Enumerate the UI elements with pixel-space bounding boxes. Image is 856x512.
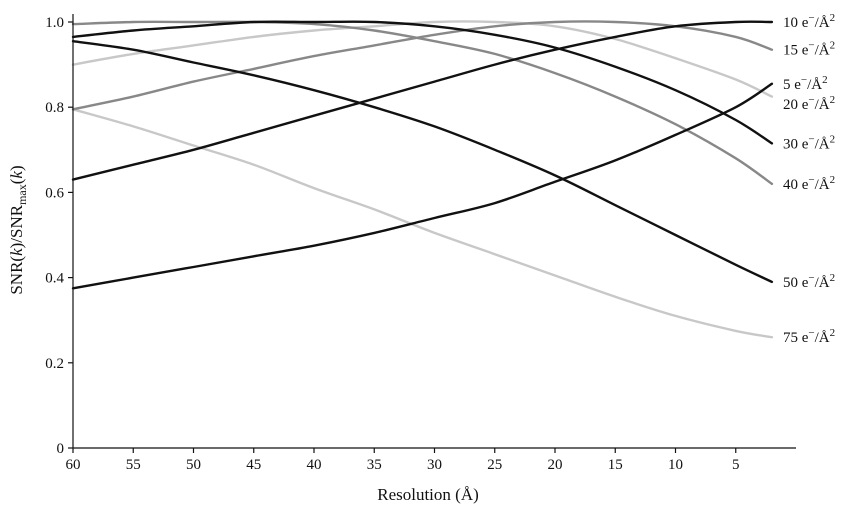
series-label-superscript: − xyxy=(808,40,814,52)
series-label-superscript: 2 xyxy=(830,94,836,106)
series-label-unit: /Å xyxy=(815,15,830,31)
y-axis-title-part: )/SNR xyxy=(7,204,26,248)
series-label-superscript: 2 xyxy=(830,40,836,52)
x-tick-label: 45 xyxy=(246,457,261,473)
series-label-superscript: 2 xyxy=(830,133,836,145)
series-label: 20 e−/Å2 xyxy=(783,94,835,113)
series-label-unit: /Å xyxy=(807,77,822,93)
y-tick-label: 0.2 xyxy=(45,356,64,372)
series-label: 5 e−/Å2 xyxy=(783,74,828,93)
x-tick-label: 40 xyxy=(307,457,322,473)
series-label-superscript: 2 xyxy=(830,272,836,284)
y-tick-label: 0.4 xyxy=(45,271,64,287)
y-axis-title-part: ( xyxy=(7,178,26,184)
series-line xyxy=(71,20,774,181)
series-label-value: 5 e xyxy=(783,77,801,93)
x-tick-label: 20 xyxy=(548,457,563,473)
series-label-superscript: − xyxy=(808,272,814,284)
series-label-value: 15 e xyxy=(783,43,809,59)
series-label-superscript: − xyxy=(808,327,814,339)
series-label-value: 50 e xyxy=(783,275,809,291)
series-label: 75 e−/Å2 xyxy=(783,327,835,346)
series-label-superscript: − xyxy=(808,12,814,24)
series-label-unit: /Å xyxy=(815,43,830,59)
series-line xyxy=(71,20,774,111)
y-axis-title-subscript: max xyxy=(15,184,29,205)
y-tick-label: 0 xyxy=(57,441,65,457)
series-lines xyxy=(71,20,774,339)
series-line xyxy=(71,108,774,339)
x-tick-label: 15 xyxy=(608,457,623,473)
series-label-superscript: 2 xyxy=(830,327,836,339)
x-tick-label: 35 xyxy=(367,457,382,473)
x-tick-label: 60 xyxy=(66,457,81,473)
y-tick-label: 0.6 xyxy=(45,185,64,201)
y-axis-title: SNR(k)/SNRmax(k) xyxy=(7,165,29,294)
y-tick-label: 0.8 xyxy=(45,100,64,116)
series-label: 10 e−/Å2 xyxy=(783,12,835,31)
series-label-superscript: − xyxy=(808,133,814,145)
series-label-value: 30 e xyxy=(783,136,809,152)
series-label-superscript: − xyxy=(808,174,814,186)
series-label-superscript: 2 xyxy=(830,12,836,24)
series-label-superscript: 2 xyxy=(830,174,836,186)
series-label-value: 75 e xyxy=(783,330,809,346)
series-label-unit: /Å xyxy=(815,330,830,346)
series-label-value: 40 e xyxy=(783,177,809,193)
series-label-unit: /Å xyxy=(815,136,830,152)
x-tick-label: 30 xyxy=(427,457,442,473)
series-label-superscript: − xyxy=(801,74,807,86)
x-axis-title: Resolution (Å) xyxy=(377,485,479,504)
series-label-value: 10 e xyxy=(783,15,809,31)
series-label: 40 e−/Å2 xyxy=(783,174,835,193)
x-tick-label: 50 xyxy=(186,457,201,473)
x-tick-label: 5 xyxy=(732,457,740,473)
y-axis-title-part: ) xyxy=(7,165,26,171)
x-tick-label: 10 xyxy=(668,457,683,473)
y-axis-title-italic-k: k xyxy=(7,248,26,256)
y-axis-title-part: SNR( xyxy=(7,256,26,295)
y-tick-label: 1.0 xyxy=(45,15,64,31)
series-label: 15 e−/Å2 xyxy=(783,40,835,59)
series-label: 30 e−/Å2 xyxy=(783,133,835,152)
series-line xyxy=(71,20,774,186)
series-label-superscript: − xyxy=(808,94,814,106)
series-line xyxy=(71,20,774,98)
series-label-value: 20 e xyxy=(783,97,809,113)
tick-marks: 60 55 50 45 40 35 30 25 20 15 10 500.20.40.60.81.0 xyxy=(45,15,739,473)
series-line xyxy=(71,82,774,290)
series-label-unit: /Å xyxy=(815,275,830,291)
series-line xyxy=(71,40,774,284)
axes xyxy=(72,14,796,449)
series-label-unit: /Å xyxy=(815,177,830,193)
series-label-unit: /Å xyxy=(815,97,830,113)
x-tick-label: 25 xyxy=(487,457,502,473)
y-axis-title-italic-k: k xyxy=(7,171,26,179)
series-label: 50 e−/Å2 xyxy=(783,272,835,291)
series-label-superscript: 2 xyxy=(822,74,828,86)
x-tick-label: 55 xyxy=(126,457,141,473)
series-line xyxy=(71,20,774,145)
